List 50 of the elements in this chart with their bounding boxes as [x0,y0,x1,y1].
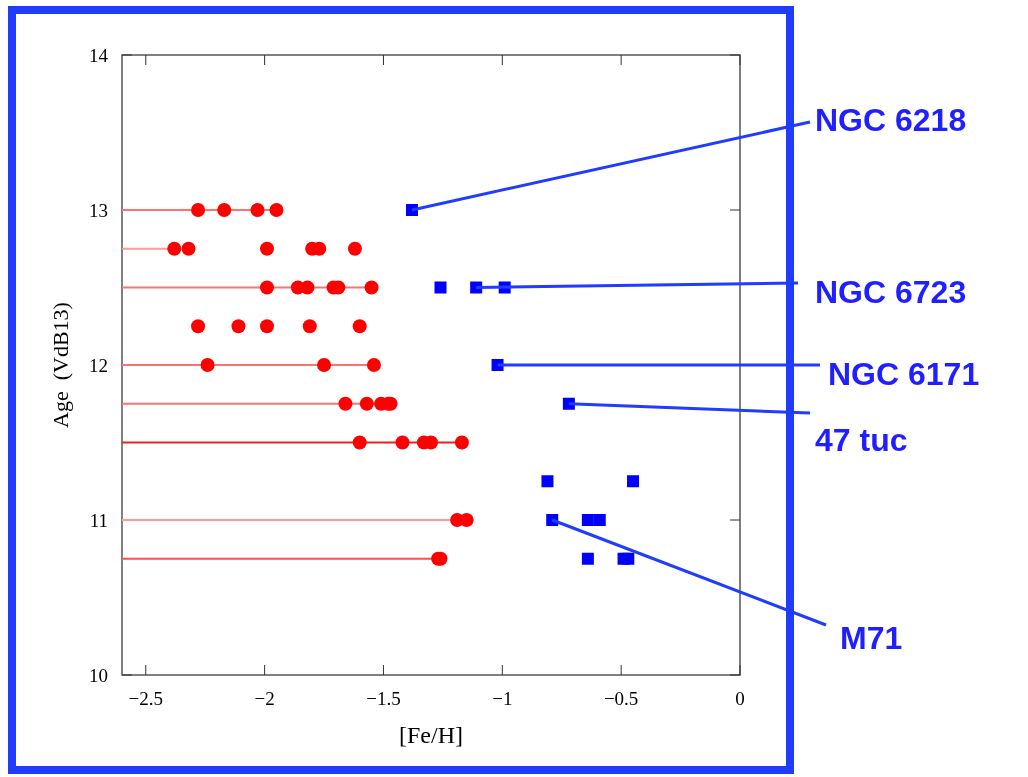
point [181,241,196,256]
point [627,475,640,488]
point [269,203,284,217]
point [191,319,206,334]
point [250,203,265,217]
x-tick-label: −2 [254,688,275,709]
point [217,203,232,217]
x-axis-title: [Fe/H] [399,722,463,748]
point [191,203,206,217]
x-tick-label: 0 [735,688,745,709]
point [434,281,447,294]
x-tick-label: −2.5 [128,688,163,709]
point [231,319,246,334]
point [581,552,594,565]
point [259,319,274,334]
point [352,435,367,450]
point [352,319,367,334]
point [302,319,317,334]
point [395,435,410,450]
point [366,358,381,372]
x-tick-label: −1.5 [366,688,401,709]
annotation: 47 tuc [815,422,908,459]
point [359,396,374,411]
point [300,280,315,295]
x-tick-label: −1 [492,688,513,709]
y-tick-label: 13 [89,199,108,221]
point [593,514,606,526]
point [364,280,379,295]
point [454,435,469,450]
point [167,241,182,256]
annotation: NGC 6171 [828,356,980,393]
point [338,396,353,411]
point [581,514,594,526]
point [200,358,215,372]
annotation: NGC 6218 [815,102,967,139]
point [259,280,274,295]
point [259,241,274,256]
annotation: NGC 6723 [815,274,967,311]
y-tick-label: 14 [89,44,109,66]
point [317,358,332,372]
point [541,475,554,488]
y-tick-label: 11 [89,509,108,531]
y-axis-title: Age (VdB13) [48,302,73,428]
point [622,552,635,565]
point [459,513,474,527]
y-tick-label: 10 [89,664,108,686]
x-tick-label: −0.5 [603,688,639,709]
annotation: M71 [840,620,903,657]
y-tick-label: 12 [89,354,108,376]
point [347,241,362,256]
